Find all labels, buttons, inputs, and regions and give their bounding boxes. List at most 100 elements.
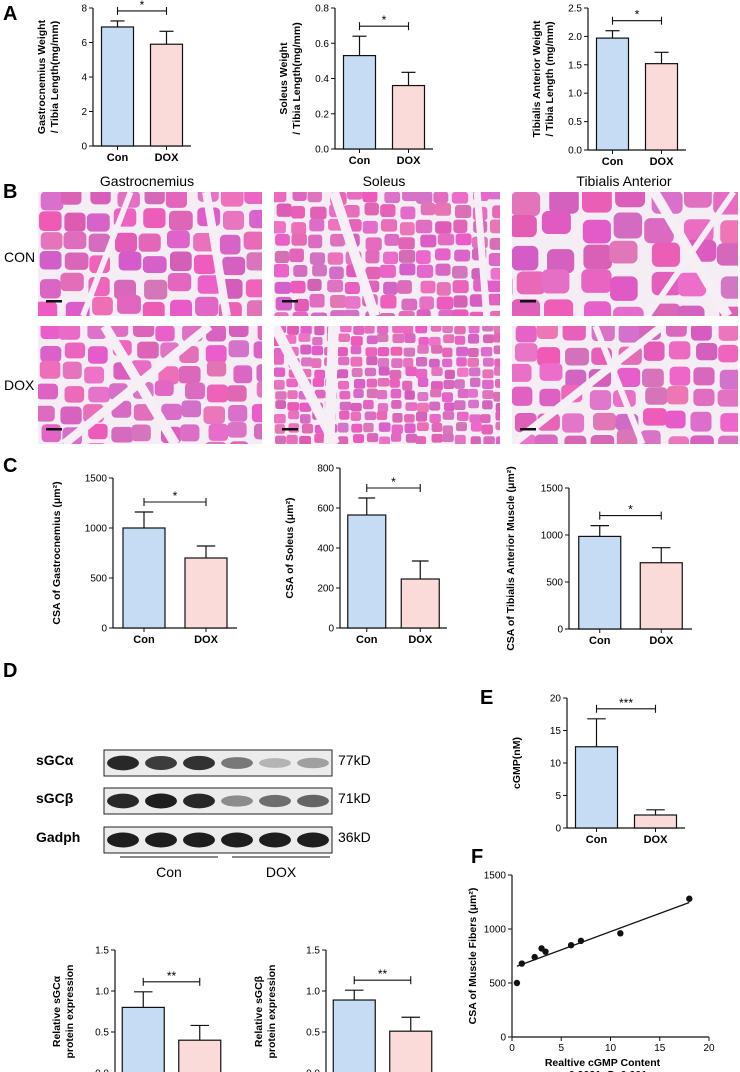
title-gastrocnemius: Gastrocnemius — [100, 173, 194, 189]
scatter-point-f — [686, 895, 693, 902]
muscle-fiber — [456, 357, 467, 367]
blot-size-77kd: 77kD — [338, 752, 371, 768]
muscle-fiber — [512, 245, 539, 271]
muscle-fiber — [311, 345, 324, 356]
muscle-fiber — [549, 192, 579, 214]
muscle-fiber — [384, 192, 401, 204]
y-tick-label-a1: 0 — [81, 142, 87, 153]
muscle-fiber — [493, 345, 500, 355]
muscle-fiber — [651, 303, 681, 316]
muscle-fiber — [404, 423, 416, 434]
muscle-fiber — [415, 219, 433, 234]
muscle-fiber — [666, 386, 689, 405]
muscle-fiber — [300, 326, 312, 335]
muscle-fiber — [405, 433, 418, 443]
muscle-fiber — [154, 380, 174, 397]
muscle-fiber — [382, 251, 399, 265]
bar-c2-con — [347, 514, 387, 629]
muscle-fiber — [482, 379, 494, 390]
muscle-fiber — [401, 298, 418, 311]
muscle-fiber — [344, 296, 361, 309]
fascia-streak — [473, 192, 491, 316]
muscle-fiber — [206, 360, 227, 377]
histology-con-gastrocnemius — [38, 192, 262, 316]
muscle-fiber — [380, 295, 397, 309]
y-axis-label-a1: / Tibia Length(mg/mm) — [49, 21, 61, 133]
muscle-fiber — [274, 250, 290, 264]
bar-a1-con — [100, 26, 135, 147]
muscle-fiber — [228, 340, 250, 358]
muscle-fiber — [275, 234, 290, 246]
muscle-fiber — [363, 399, 374, 410]
muscle-fiber — [512, 277, 513, 296]
x-tick-label-f: 0 — [509, 1043, 515, 1054]
western-blot: sGCα sGCβ Gadph 77kD 71kD 36kD Con DOX — [36, 749, 371, 880]
muscle-fiber — [453, 295, 468, 308]
muscle-fiber — [391, 424, 403, 435]
muscle-fiber — [337, 436, 349, 444]
significance-mark-c1: * — [173, 489, 178, 503]
muscle-fiber — [40, 192, 64, 211]
muscle-fiber — [343, 204, 360, 218]
muscle-fiber — [467, 388, 478, 398]
muscle-fiber — [457, 411, 469, 421]
muscle-fiber — [274, 435, 287, 444]
muscle-fiber — [512, 192, 541, 217]
muscle-fiber — [420, 280, 436, 294]
muscle-fiber — [88, 233, 111, 252]
y-axis-label-a3: / Tibia Length (mg/mm) — [544, 21, 556, 136]
muscle-fiber — [275, 296, 293, 311]
muscle-fiber — [487, 280, 500, 293]
muscle-fiber — [346, 192, 363, 200]
panel-label-d: D — [3, 660, 17, 682]
title-tibialis-anterior: Tibialis Anterior — [576, 173, 672, 189]
muscle-fiber — [169, 251, 192, 272]
muscle-fiber — [494, 358, 500, 368]
blot-strip — [103, 787, 333, 815]
y-axis-label-f: CSA of Muscle Fibers (μm²) — [467, 888, 479, 1025]
blot-row-0 — [103, 749, 333, 777]
blot-band — [107, 832, 139, 848]
muscle-fiber — [366, 335, 378, 345]
muscle-fiber — [397, 280, 412, 294]
fascia-streak — [61, 326, 213, 444]
muscle-fiber — [562, 413, 585, 433]
y-tick-label-f: 1500 — [484, 871, 507, 882]
muscle-fiber — [417, 402, 429, 413]
muscle-fiber — [416, 250, 431, 264]
muscle-fiber — [720, 220, 738, 245]
muscle-fiber — [415, 326, 428, 334]
muscle-fiber — [417, 377, 429, 388]
muscle-fiber — [391, 400, 402, 409]
muscle-fiber — [366, 388, 378, 399]
blot-band — [259, 794, 291, 808]
muscle-fiber — [431, 422, 443, 433]
muscle-fiber — [118, 251, 142, 271]
muscle-fiber — [389, 369, 402, 380]
muscle-fiber — [274, 413, 286, 424]
muscle-fiber — [274, 312, 289, 316]
muscle-fiber — [405, 366, 417, 377]
muscle-fiber — [442, 411, 455, 420]
muscle-fiber — [469, 414, 482, 423]
muscle-fiber — [327, 252, 344, 265]
muscle-fiber — [142, 256, 167, 274]
muscle-fiber — [512, 386, 533, 406]
histology-con-soleus — [274, 192, 500, 316]
panel-label-e: E — [480, 687, 493, 709]
muscle-fiber — [536, 326, 558, 339]
muscle-fiber — [541, 269, 570, 294]
muscle-fiber — [534, 434, 558, 444]
muscle-fiber — [435, 263, 451, 276]
fascia-streak — [80, 192, 134, 316]
muscle-fiber — [165, 192, 187, 208]
muscle-fiber — [39, 279, 61, 299]
muscle-fiber — [482, 369, 494, 379]
y-tick-label-d2: 0.0 — [306, 1069, 320, 1072]
muscle-fiber — [495, 421, 500, 431]
muscle-fiber — [143, 208, 166, 229]
muscle-fiber — [87, 346, 108, 364]
row-label-con: CON — [4, 249, 35, 265]
muscle-fiber — [308, 234, 323, 249]
muscle-fiber — [363, 422, 374, 433]
